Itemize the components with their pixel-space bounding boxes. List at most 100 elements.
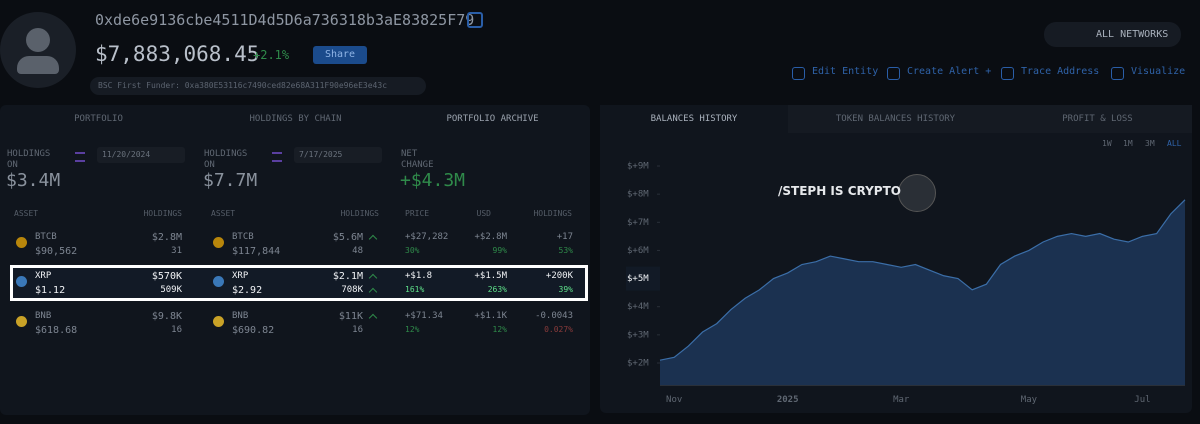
asset-price: $690.82 — [232, 325, 275, 336]
coin-icon — [213, 316, 224, 327]
column-header: ASSET — [211, 209, 236, 218]
asset-usd: $9.8K — [151, 311, 182, 322]
action-link[interactable]: Visualize — [1131, 66, 1186, 77]
x-tick-label: 2025 — [777, 395, 799, 405]
asset-amount: 31 — [171, 246, 182, 256]
asset-amount: 48 — [352, 246, 363, 256]
asset-amount: 16 — [171, 325, 182, 335]
funder-pill: BSC First Funder: 0xa380E53116c7490ced82… — [90, 77, 426, 95]
copy-button[interactable] — [467, 12, 483, 28]
asset-amount: 708K — [341, 285, 363, 295]
funder-address[interactable]: 0xa380E53116c7490ced82e68A311F90e96eE3e4… — [184, 81, 388, 90]
y-tick-label: $+9M — [627, 162, 649, 172]
chart-tab[interactable]: BALANCES HISTORY — [600, 105, 788, 133]
price-change: +$1.8 — [405, 271, 433, 281]
date-picker[interactable]: 11/20/2024 — [97, 147, 185, 163]
coin-icon — [16, 276, 27, 287]
action-link[interactable]: Create Alert + — [907, 66, 992, 77]
address: 0xde6e9136cbe4511D4d5D6a736318b3aE83825F… — [95, 11, 475, 29]
usd-change-pct: 263% — [487, 285, 507, 294]
filter-icon[interactable] — [272, 152, 282, 162]
chart-tab[interactable]: PROFIT & LOSS — [1003, 105, 1192, 133]
usd-change-pct: 99% — [492, 246, 507, 255]
range-button[interactable]: 1M — [1123, 139, 1133, 148]
column-header: PRICE — [405, 209, 430, 218]
range-button[interactable]: ALL — [1167, 139, 1182, 148]
usd-change-pct: 12% — [492, 325, 507, 334]
y-tick-label: $+5M — [627, 274, 649, 284]
action-icon[interactable] — [887, 67, 900, 80]
network-label: ALL NETWORKS — [1096, 29, 1169, 40]
avatar — [0, 12, 76, 88]
usd-change: +$1.5M — [474, 271, 507, 281]
asset-name: BTCB — [232, 232, 254, 242]
date-picker[interactable]: 7/17/2025 — [294, 147, 382, 163]
x-tick-label: Jul — [1134, 395, 1150, 405]
column-total: $3.4M — [6, 170, 61, 191]
price-change-pct: 12% — [405, 325, 420, 334]
chart-tab[interactable]: TOKEN BALANCES HISTORY — [788, 105, 1003, 133]
coin-icon — [213, 276, 224, 287]
action-link[interactable]: Trace Address — [1021, 66, 1100, 77]
share-button[interactable]: Share — [313, 46, 367, 64]
range-button[interactable]: 3M — [1145, 139, 1155, 148]
price-change-pct: 30% — [405, 246, 420, 255]
coin-icon — [213, 237, 224, 248]
filter-icon[interactable] — [75, 152, 85, 162]
column-header: USD — [476, 209, 491, 218]
network-selector[interactable]: ALL NETWORKS — [1044, 22, 1181, 47]
portfolio-tab[interactable]: HOLDINGS BY CHAIN — [249, 114, 342, 124]
usd-change: +$2.8M — [474, 232, 507, 242]
range-button[interactable]: 1W — [1102, 139, 1112, 148]
coin-icon — [16, 237, 27, 248]
column-total: $7.7M — [203, 170, 258, 191]
amount-change-pct: 53% — [558, 246, 573, 255]
y-tick-label: $+8M — [627, 190, 649, 200]
asset-usd: $11K — [338, 311, 363, 322]
price-change: +$27,282 — [405, 232, 449, 242]
funder-label: BSC First Funder: — [98, 81, 180, 90]
balance-change: +2.1% — [253, 48, 290, 62]
price-change-pct: 161% — [405, 285, 425, 294]
action-icon[interactable] — [1111, 67, 1124, 80]
asset-usd: $2.8M — [151, 232, 182, 243]
y-tick-label: $+3M — [627, 330, 649, 340]
asset-price: $2.92 — [232, 285, 263, 296]
y-tick-label: $+4M — [627, 302, 649, 312]
asset-usd: $5.6M — [332, 232, 363, 243]
amount-change: +200K — [545, 271, 573, 281]
amount-change-pct: 39% — [558, 285, 573, 294]
portfolio-tab[interactable]: PORTFOLIO ARCHIVE — [446, 114, 539, 124]
asset-name: BTCB — [35, 232, 57, 242]
balance-line — [659, 199, 1186, 361]
row-highlight — [10, 265, 588, 301]
asset-price: $117,844 — [232, 246, 281, 257]
watermark-avatar — [898, 174, 936, 212]
asset-amount: 16 — [352, 325, 363, 335]
action-icon[interactable] — [792, 67, 805, 80]
asset-usd: $2.1M — [332, 271, 363, 282]
column-header: HOLDINGS — [533, 209, 572, 218]
amount-change: +17 — [556, 232, 573, 242]
action-icon[interactable] — [1001, 67, 1014, 80]
asset-name: BNB — [232, 311, 249, 321]
column-header: HOLDINGS — [340, 209, 379, 218]
portfolio-tab[interactable]: PORTFOLIO — [74, 114, 123, 124]
y-tick-label: $+2M — [627, 358, 649, 368]
x-tick-label: May — [1021, 395, 1038, 405]
y-tick-label: $+7M — [627, 218, 649, 228]
asset-name: BNB — [35, 311, 52, 321]
column-label: HOLDINGS ON — [7, 149, 51, 170]
column-total: +$4.3M — [400, 170, 466, 191]
asset-usd: $570K — [151, 271, 182, 282]
asset-price: $1.12 — [35, 285, 66, 296]
coin-icon — [16, 316, 27, 327]
asset-price: $618.68 — [35, 325, 78, 336]
asset-amount: 509K — [160, 285, 182, 295]
action-link[interactable]: Edit Entity — [812, 66, 879, 77]
x-tick-label: Mar — [893, 395, 910, 405]
price-change: +$71.34 — [405, 311, 443, 321]
tick-highlight — [626, 266, 660, 291]
column-header: HOLDINGS — [143, 209, 182, 218]
